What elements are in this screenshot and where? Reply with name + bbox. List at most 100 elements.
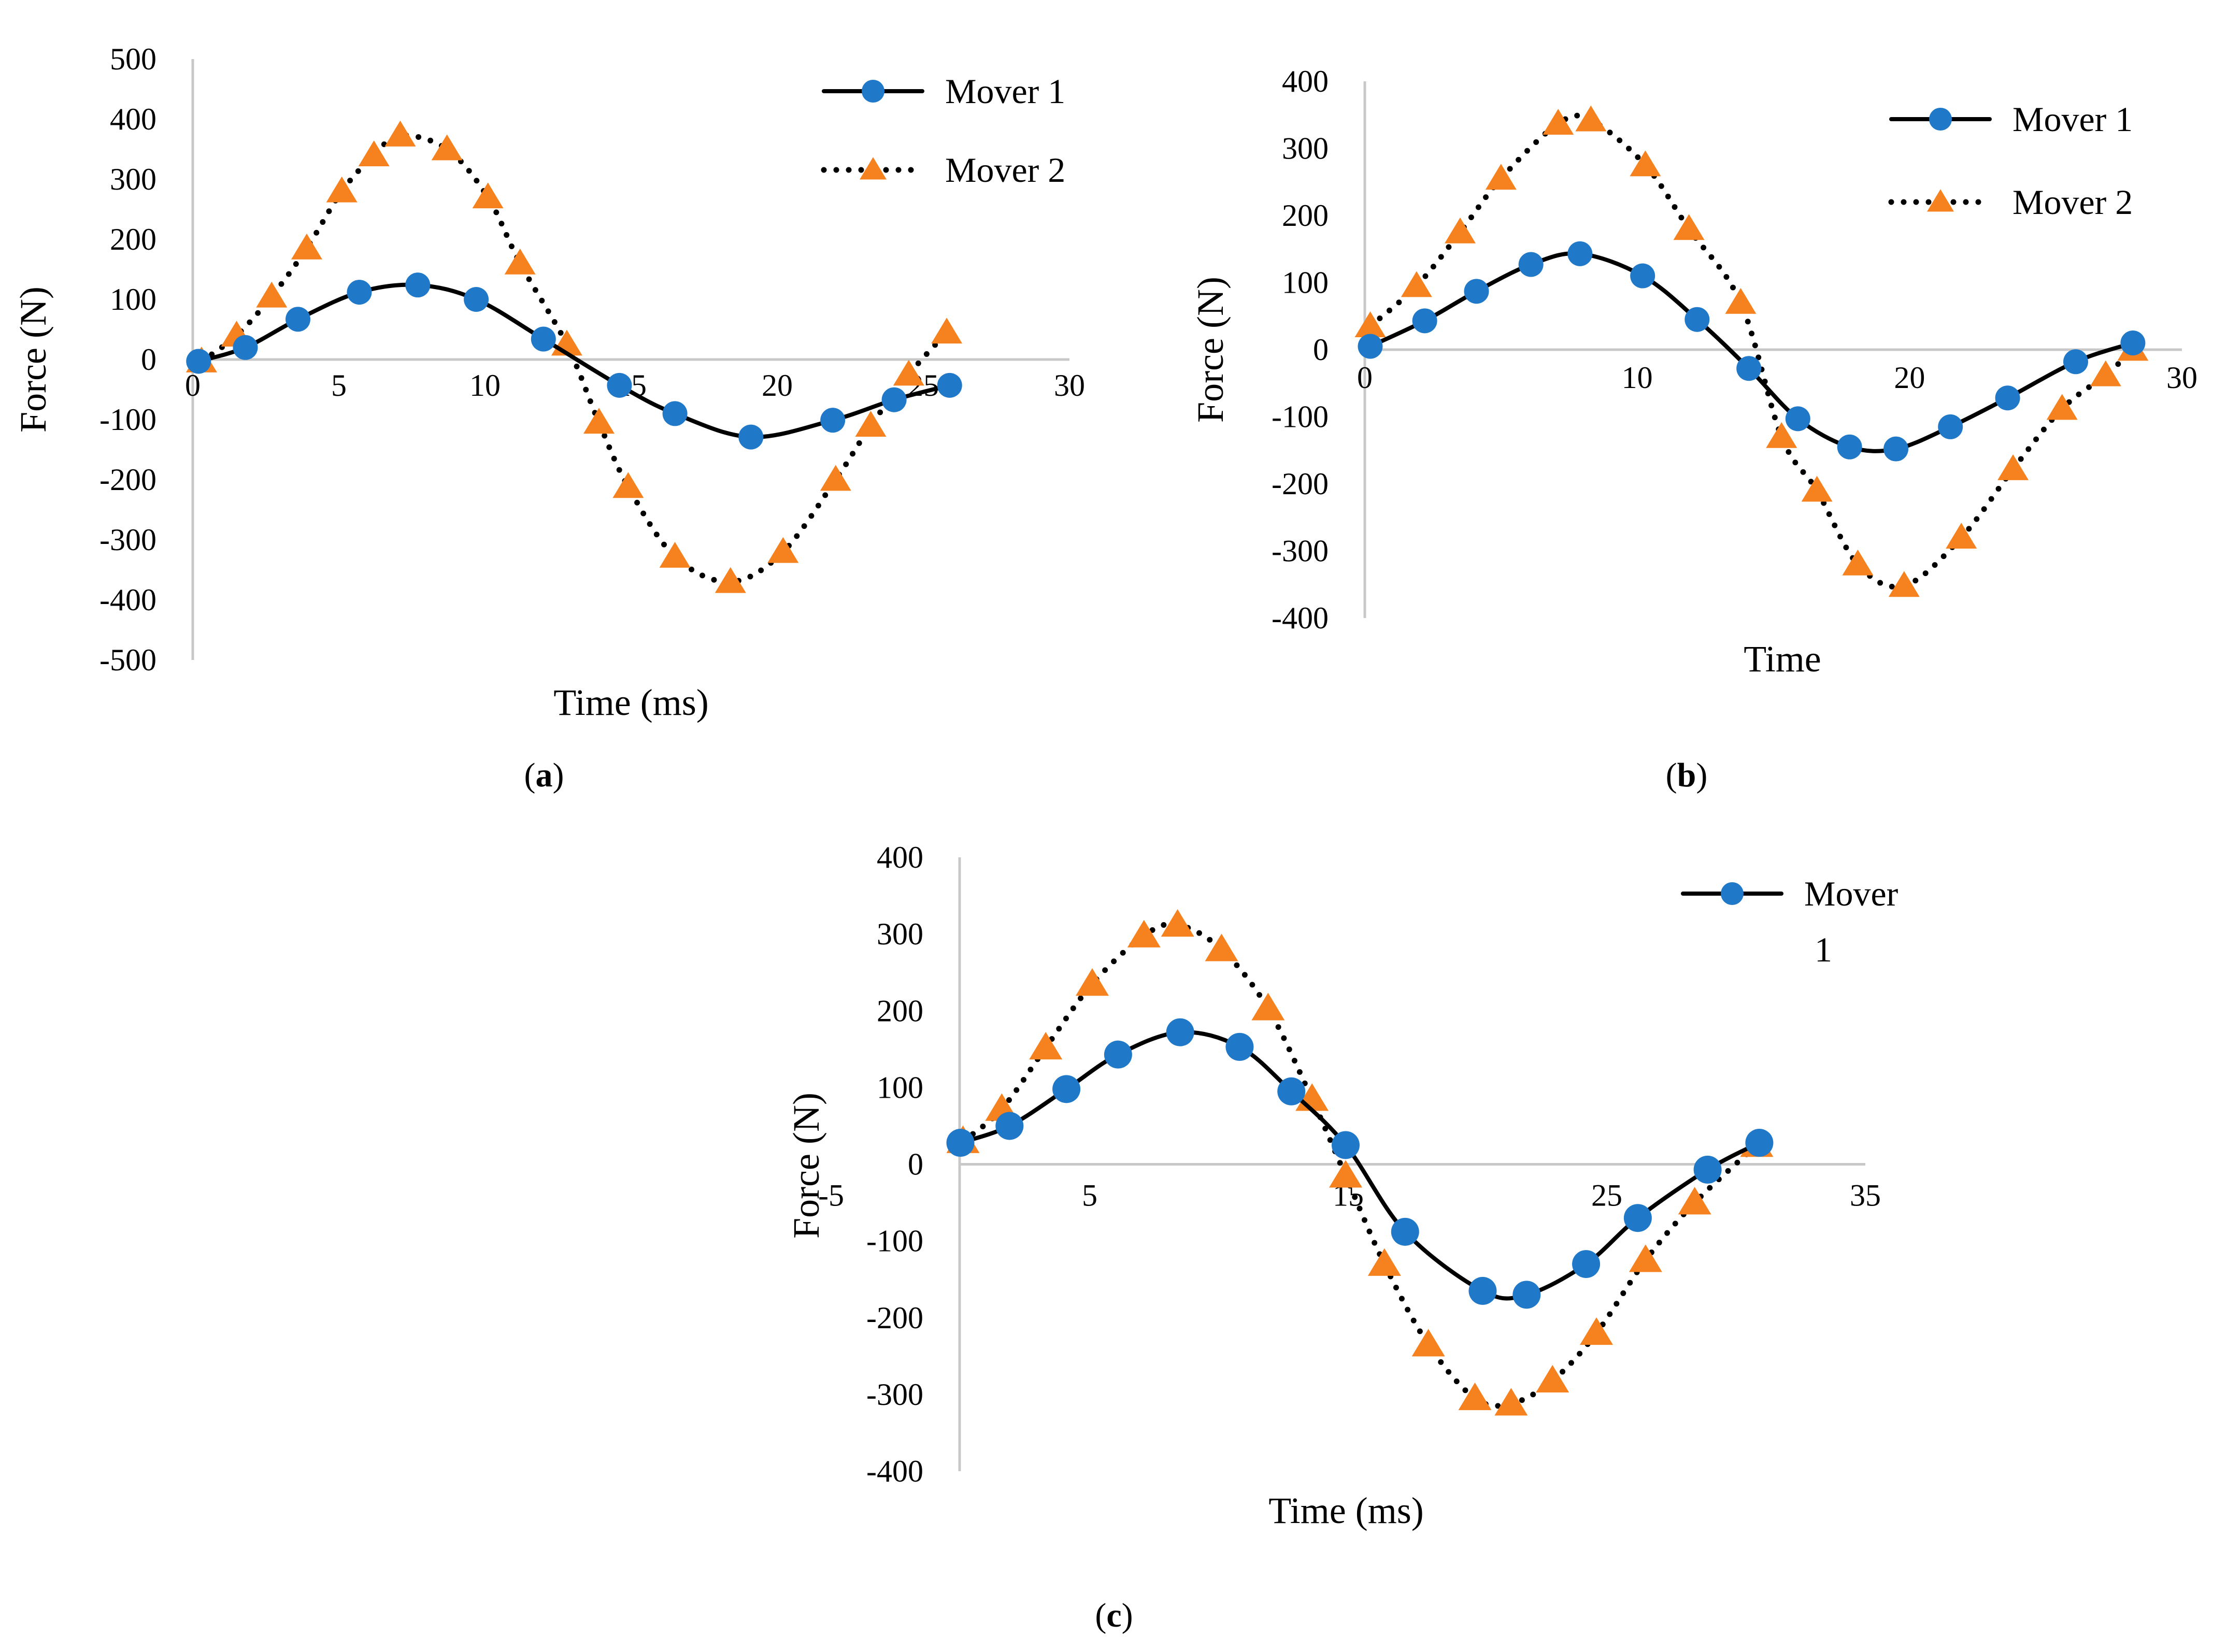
data-point-mover-1 bbox=[1630, 263, 1655, 289]
data-point-mover-1 bbox=[1391, 1217, 1419, 1246]
data-point-mover-2 bbox=[358, 140, 390, 166]
x-axis-title: Time (ms) bbox=[553, 682, 708, 723]
legend-label: Mover 1 bbox=[945, 71, 1065, 111]
y-tick-label: 300 bbox=[110, 162, 156, 196]
data-point-mover-2 bbox=[1580, 1317, 1614, 1345]
data-point-mover-1 bbox=[1693, 1155, 1722, 1184]
data-point-mover-1 bbox=[1572, 1250, 1601, 1278]
data-point-mover-2 bbox=[1411, 1329, 1445, 1357]
data-point-mover-1 bbox=[186, 349, 211, 374]
x-tick-label: 35 bbox=[1850, 1179, 1881, 1213]
panel-label: (a) bbox=[524, 756, 564, 794]
x-axis-title: Time bbox=[1744, 638, 1821, 680]
x-tick-label: 0 bbox=[185, 368, 201, 403]
y-tick-label: -100 bbox=[866, 1224, 923, 1258]
x-tick-label: 20 bbox=[1894, 361, 1925, 395]
data-point-mover-1 bbox=[2120, 331, 2146, 356]
y-tick-label: 500 bbox=[110, 42, 156, 76]
data-point-mover-2 bbox=[1678, 1187, 1711, 1215]
y-tick-label: 0 bbox=[908, 1147, 923, 1182]
x-tick-label: -5 bbox=[818, 1179, 844, 1213]
data-point-mover-1 bbox=[820, 408, 846, 433]
data-point-mover-1 bbox=[233, 335, 258, 360]
legend-marker-circle bbox=[862, 80, 884, 103]
chart-panel-a: -500 -400 -300 -200 -100 0 100 200 300 400 500 0 5 10… bbox=[12, 42, 1085, 794]
y-tick-label: 300 bbox=[877, 917, 923, 951]
data-point-mover-2 bbox=[1367, 1248, 1401, 1276]
data-point-mover-1 bbox=[738, 424, 764, 450]
y-tick-label: 100 bbox=[877, 1070, 923, 1104]
data-point-mover-1 bbox=[995, 1112, 1024, 1140]
data-point-mover-2 bbox=[1329, 1160, 1363, 1188]
data-point-mover-1 bbox=[1225, 1032, 1254, 1061]
data-point-mover-1 bbox=[1412, 308, 1437, 334]
data-point-mover-1 bbox=[285, 307, 311, 332]
x-tick-label: 0 bbox=[1357, 361, 1373, 395]
data-point-mover-2 bbox=[291, 233, 322, 260]
data-point-mover-2 bbox=[1946, 523, 1977, 549]
x-tick-label: 5 bbox=[1082, 1179, 1097, 1213]
x-tick-label: 25 bbox=[1591, 1179, 1622, 1213]
y-tick-label: 100 bbox=[1282, 266, 1329, 300]
data-point-mover-2 bbox=[1801, 476, 1833, 502]
data-point-mover-2 bbox=[1127, 920, 1161, 947]
data-point-mover-2 bbox=[1075, 968, 1109, 996]
data-point-mover-2 bbox=[1401, 271, 1432, 297]
data-point-mover-2 bbox=[612, 472, 644, 498]
x-tick-label: 10 bbox=[469, 368, 501, 403]
y-tick-label: 0 bbox=[141, 342, 156, 377]
y-tick-label: -500 bbox=[99, 643, 156, 677]
y-tick-label: 200 bbox=[877, 994, 923, 1028]
legend-label: Mover 1 bbox=[1804, 874, 1898, 969]
data-point-mover-2 bbox=[767, 537, 799, 563]
legend-item-mover-1: Mover 1 bbox=[1681, 874, 1898, 969]
data-point-mover-2 bbox=[931, 318, 963, 344]
chart-panel-b: -400 -300 -200 -100 0 100 200 300 400 0 10 20 30 Time… bbox=[1190, 64, 2197, 794]
data-point-mover-1 bbox=[662, 401, 688, 426]
y-tick-label: 400 bbox=[877, 840, 923, 874]
data-point-mover-2 bbox=[1673, 214, 1705, 240]
data-point-mover-1 bbox=[1512, 1281, 1541, 1309]
x-tick-label: 5 bbox=[331, 368, 347, 403]
y-tick-label: -100 bbox=[1272, 400, 1329, 434]
data-point-mover-1 bbox=[405, 272, 431, 298]
data-point-mover-2 bbox=[472, 182, 504, 209]
data-point-mover-1 bbox=[1736, 356, 1762, 381]
data-point-mover-2 bbox=[1161, 909, 1194, 937]
legend-label: Mover 2 bbox=[2012, 182, 2133, 222]
data-point-mover-2 bbox=[1842, 549, 1874, 576]
y-tick-label: -200 bbox=[99, 463, 156, 497]
data-point-mover-2 bbox=[1543, 109, 1574, 135]
y-axis-title: Force (N) bbox=[786, 1093, 827, 1239]
legend-item-mover-1: Mover 1 bbox=[1889, 99, 2133, 139]
data-point-mover-2 bbox=[256, 281, 288, 308]
data-point-mover-1 bbox=[1277, 1077, 1306, 1105]
data-point-mover-1 bbox=[1837, 434, 1862, 459]
data-point-mover-1 bbox=[531, 326, 556, 352]
legend-marker-triangle bbox=[1927, 189, 1954, 212]
legend-label: Mover 2 bbox=[945, 150, 1065, 190]
data-point-mover-2 bbox=[2046, 394, 2078, 420]
y-tick-label: -300 bbox=[866, 1377, 923, 1412]
x-axis-title: Time (ms) bbox=[1268, 1490, 1423, 1531]
data-point-mover-2 bbox=[1458, 1382, 1492, 1411]
panel-label: (c) bbox=[1095, 1597, 1133, 1634]
y-tick-label: 0 bbox=[1313, 333, 1329, 367]
y-tick-label: 100 bbox=[110, 282, 156, 317]
data-point-mover-2 bbox=[1888, 571, 1920, 597]
data-point-mover-1 bbox=[1166, 1018, 1194, 1046]
data-point-mover-1 bbox=[2063, 349, 2088, 375]
data-point-mover-2 bbox=[1725, 288, 1757, 314]
y-tick-label: -400 bbox=[99, 583, 156, 617]
data-point-mover-2 bbox=[1485, 164, 1517, 190]
data-point-mover-2 bbox=[1494, 1388, 1528, 1416]
legend-item-mover-1: Mover 1 bbox=[822, 71, 1065, 111]
data-point-mover-2 bbox=[893, 360, 924, 386]
data-point-mover-2 bbox=[1444, 217, 1476, 243]
data-point-mover-2 bbox=[583, 408, 615, 434]
legend-item-mover-2: Mover 2 bbox=[821, 150, 1065, 190]
data-point-mover-2 bbox=[1766, 422, 1797, 448]
y-tick-label: 200 bbox=[110, 222, 156, 256]
y-tick-label: 400 bbox=[1282, 64, 1329, 98]
